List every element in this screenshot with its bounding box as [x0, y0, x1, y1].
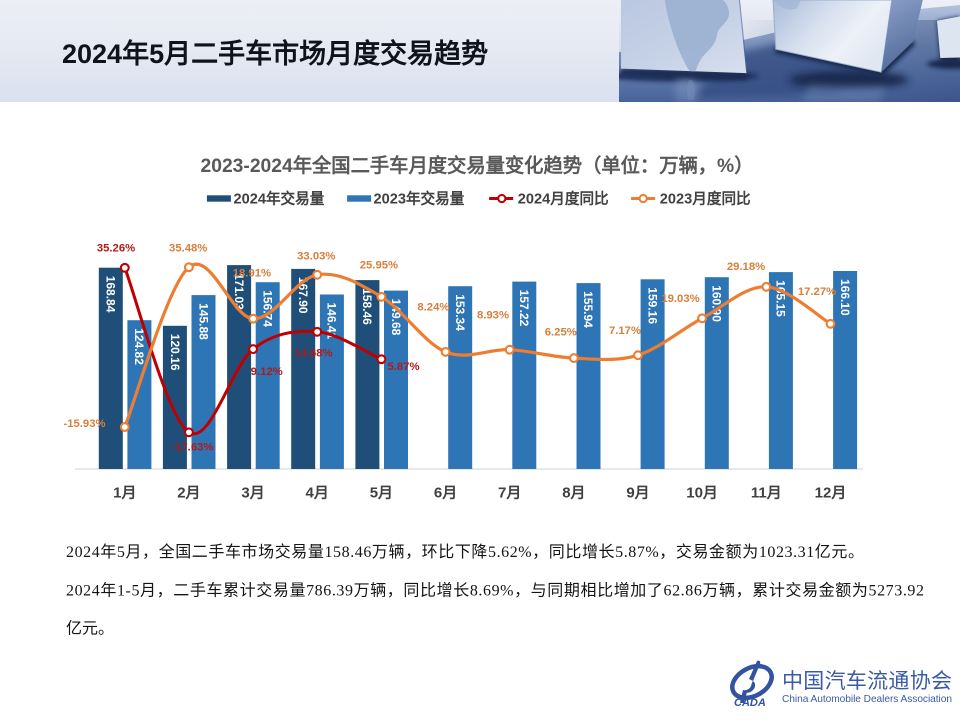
svg-text:153.34: 153.34: [453, 294, 467, 331]
svg-text:6.25%: 6.25%: [545, 326, 577, 338]
svg-text:中国汽车流通协会: 中国汽车流通协会: [782, 669, 952, 693]
svg-text:159.16: 159.16: [645, 287, 659, 324]
svg-text:160.90: 160.90: [710, 285, 724, 322]
svg-text:2024年交易量: 2024年交易量: [234, 190, 325, 208]
svg-text:17.27%: 17.27%: [798, 286, 836, 298]
svg-text:7月: 7月: [498, 485, 521, 502]
svg-text:5.87%: 5.87%: [387, 361, 419, 373]
svg-text:168.84: 168.84: [104, 276, 118, 313]
svg-text:149.68: 149.68: [389, 299, 403, 336]
svg-text:3月: 3月: [241, 485, 264, 502]
svg-text:120.16: 120.16: [168, 334, 182, 371]
svg-text:29.18%: 29.18%: [727, 261, 765, 273]
svg-text:165.15: 165.15: [774, 280, 788, 317]
svg-text:33.03%: 33.03%: [297, 251, 335, 263]
svg-text:亿元。: 亿元。: [66, 619, 114, 637]
svg-text:2023-2024年全国二手车月度交易量变化趋势（单位：万辆: 2023-2024年全国二手车月度交易量变化趋势（单位：万辆，%）: [201, 154, 754, 177]
svg-text:8月: 8月: [562, 485, 585, 502]
svg-text:7.17%: 7.17%: [609, 325, 641, 337]
svg-text:9.12%: 9.12%: [251, 366, 283, 378]
svg-text:155.94: 155.94: [581, 291, 595, 328]
svg-text:2023月度同比: 2023月度同比: [660, 190, 751, 208]
svg-text:146.41: 146.41: [325, 303, 339, 340]
svg-text:China Automobile Dealers Assoc: China Automobile Dealers Association: [782, 694, 952, 705]
svg-text:166.10: 166.10: [838, 279, 852, 316]
svg-text:35.48%: 35.48%: [169, 243, 207, 255]
svg-text:4月: 4月: [306, 485, 329, 502]
svg-text:11月: 11月: [751, 485, 782, 502]
svg-text:-15.93%: -15.93%: [63, 418, 105, 430]
svg-text:6月: 6月: [434, 485, 457, 502]
svg-text:2024年1-5月，二手车累计交易量786.39万辆，同比增: 2024年1-5月，二手车累计交易量786.39万辆，同比增长8.69%，与同期…: [66, 581, 924, 599]
svg-text:9月: 9月: [626, 485, 649, 502]
svg-text:2023年交易量: 2023年交易量: [374, 190, 465, 208]
svg-text:8.24%: 8.24%: [417, 301, 449, 313]
svg-text:19.03%: 19.03%: [661, 293, 699, 305]
svg-text:35.26%: 35.26%: [97, 243, 135, 255]
svg-text:2024月度同比: 2024月度同比: [518, 190, 609, 208]
svg-text:8.93%: 8.93%: [477, 310, 509, 322]
svg-text:18.91%: 18.91%: [233, 268, 271, 280]
svg-text:145.88: 145.88: [196, 303, 210, 340]
svg-text:1月: 1月: [113, 485, 136, 502]
svg-text:10月: 10月: [686, 485, 718, 502]
svg-text:CADA: CADA: [734, 697, 766, 709]
svg-text:2月: 2月: [177, 485, 200, 502]
svg-text:25.95%: 25.95%: [360, 259, 398, 271]
svg-text:-17.63%: -17.63%: [171, 441, 213, 453]
svg-text:171.03: 171.03: [232, 273, 246, 310]
svg-text:5月: 5月: [370, 485, 393, 502]
svg-text:124.82: 124.82: [132, 328, 146, 365]
svg-text:158.46: 158.46: [360, 288, 374, 325]
svg-text:157.22: 157.22: [517, 290, 531, 327]
svg-text:12月: 12月: [815, 485, 847, 502]
svg-text:2024年5月，全国二手车市场交易量158.46万辆，环比下: 2024年5月，全国二手车市场交易量158.46万辆，环比下降5.62%，同比增…: [66, 543, 864, 561]
svg-text:14.68%: 14.68%: [294, 348, 332, 360]
svg-text:156.74: 156.74: [261, 290, 275, 327]
